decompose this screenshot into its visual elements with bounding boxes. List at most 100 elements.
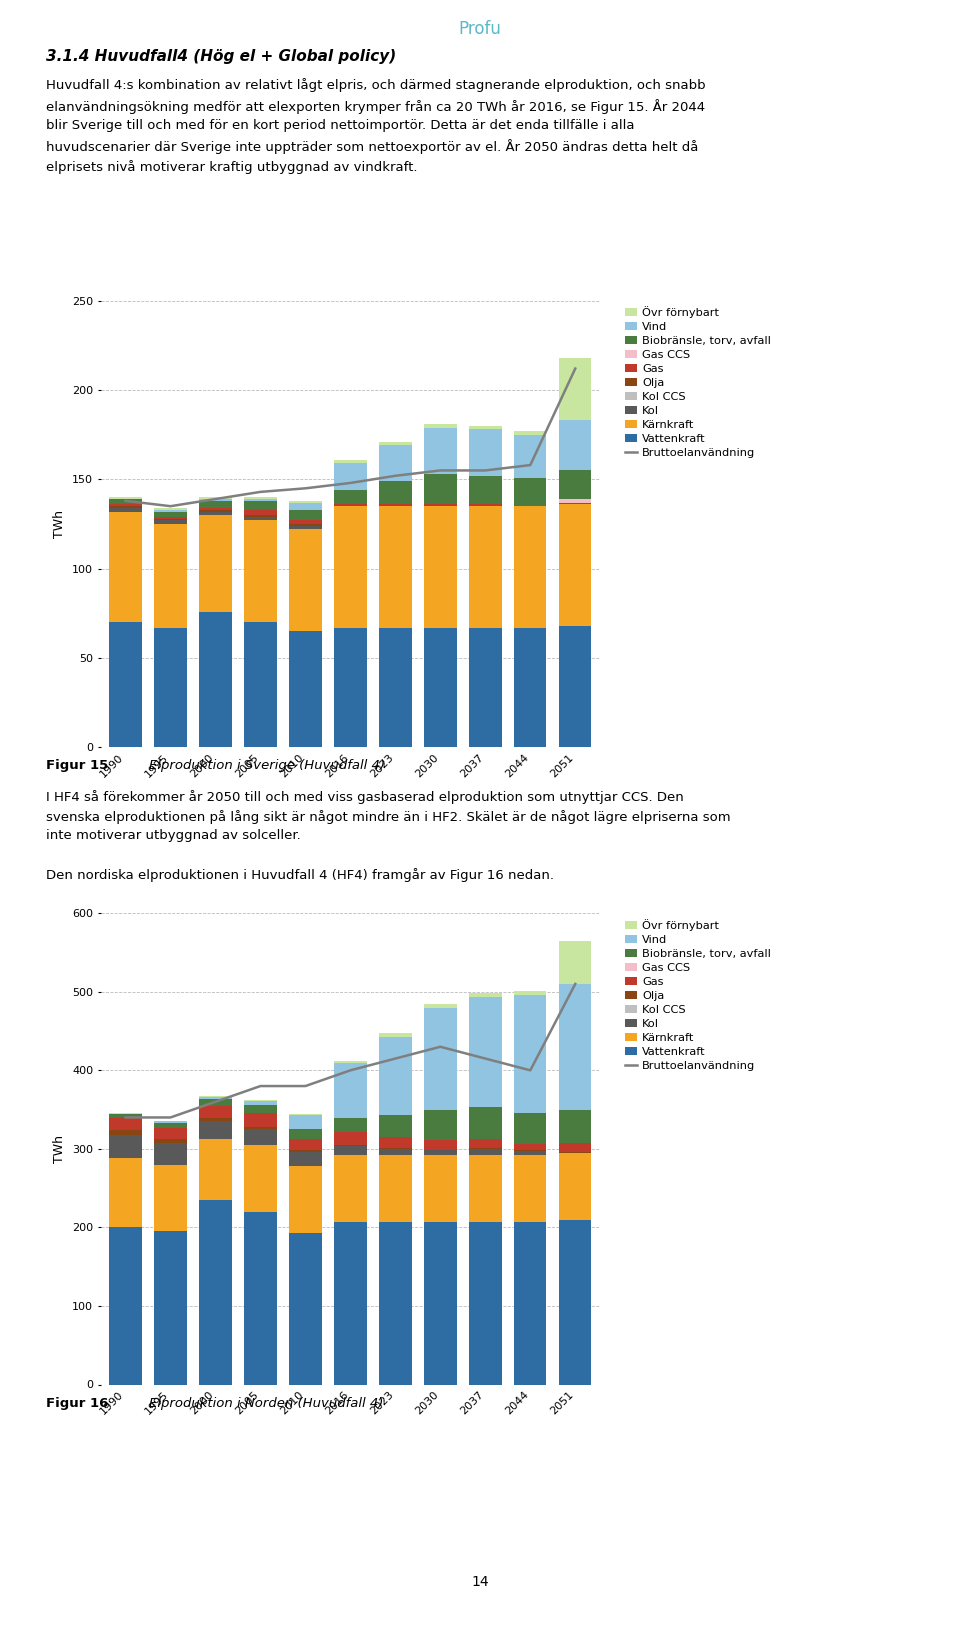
Bar	[289, 530, 322, 630]
Bar	[334, 460, 367, 463]
Bar	[334, 507, 367, 627]
Bar	[155, 1128, 186, 1139]
Bar	[559, 941, 591, 983]
Bar	[244, 622, 276, 748]
Bar	[155, 627, 186, 748]
Bar	[200, 1199, 231, 1384]
Bar	[424, 1222, 457, 1384]
Bar	[244, 499, 276, 500]
Bar	[200, 500, 231, 509]
Text: 3.1.4 Huvudfall4 (Hög el + Global policy): 3.1.4 Huvudfall4 (Hög el + Global policy…	[46, 49, 396, 63]
Bar	[200, 512, 231, 515]
Bar	[424, 1155, 457, 1222]
Bar	[379, 445, 412, 481]
Bar	[559, 1152, 591, 1219]
Bar	[559, 471, 591, 499]
Bar	[200, 1105, 231, 1118]
Bar	[155, 520, 186, 523]
Bar	[379, 442, 412, 445]
Bar	[109, 1118, 142, 1129]
Bar	[515, 434, 546, 478]
Bar	[515, 1155, 546, 1222]
Bar	[515, 1113, 546, 1144]
Bar	[200, 1097, 231, 1100]
Bar	[155, 517, 186, 518]
Bar	[109, 622, 142, 748]
Bar	[289, 630, 322, 748]
Bar	[469, 507, 501, 627]
Bar	[289, 1152, 322, 1167]
Bar	[424, 1150, 457, 1155]
Bar	[515, 991, 546, 994]
Bar	[244, 510, 276, 515]
Text: Profu: Profu	[459, 20, 501, 37]
Bar	[200, 1121, 231, 1139]
Bar	[200, 1100, 231, 1105]
Bar	[334, 463, 367, 491]
Bar	[109, 504, 142, 507]
Bar	[379, 1037, 412, 1115]
Bar	[244, 1212, 276, 1384]
Bar	[379, 507, 412, 627]
Text: Figur 15: Figur 15	[46, 759, 108, 772]
Bar	[424, 504, 457, 507]
Bar	[289, 1115, 322, 1129]
Bar	[379, 1222, 412, 1384]
Bar	[515, 1150, 546, 1155]
Bar	[424, 1141, 457, 1149]
Bar	[469, 426, 501, 429]
Bar	[244, 520, 276, 622]
Bar	[469, 1155, 501, 1222]
Bar	[334, 1146, 367, 1155]
Bar	[515, 1144, 546, 1150]
Y-axis label: TWh: TWh	[54, 510, 66, 538]
Bar	[289, 500, 322, 502]
Bar	[289, 520, 322, 523]
Bar	[200, 509, 231, 510]
Bar	[244, 515, 276, 517]
Bar	[334, 1155, 367, 1222]
Bar	[424, 1008, 457, 1110]
Bar	[155, 512, 186, 517]
Bar	[334, 1133, 367, 1146]
Bar	[244, 517, 276, 520]
Bar	[289, 1167, 322, 1233]
Bar	[559, 421, 591, 471]
Bar	[515, 627, 546, 748]
Bar	[424, 1004, 457, 1008]
Bar	[289, 523, 322, 526]
Text: Den nordiska elproduktionen i Huvudfall 4 (HF4) framgår av Figur 16 nedan.: Den nordiska elproduktionen i Huvudfall …	[46, 868, 554, 882]
Text: Huvudfall 4:s kombination av relativt lågt elpris, och därmed stagnerande elprod: Huvudfall 4:s kombination av relativt lå…	[46, 78, 706, 174]
Text: 14: 14	[471, 1575, 489, 1589]
Bar	[515, 1222, 546, 1384]
Bar	[200, 1118, 231, 1121]
Bar	[559, 499, 591, 502]
Bar	[244, 497, 276, 499]
Bar	[334, 491, 367, 504]
Bar	[109, 509, 142, 512]
Bar	[559, 504, 591, 626]
Bar	[515, 431, 546, 434]
Bar	[469, 993, 501, 998]
Bar	[155, 1139, 186, 1142]
Bar	[334, 1061, 367, 1063]
Bar	[424, 507, 457, 627]
Bar	[559, 985, 591, 1110]
Y-axis label: TWh: TWh	[54, 1134, 66, 1164]
Bar	[200, 611, 231, 748]
Bar	[200, 515, 231, 611]
Bar	[515, 478, 546, 507]
Bar	[109, 512, 142, 622]
Bar	[244, 1129, 276, 1146]
Bar	[155, 510, 186, 512]
Bar	[379, 1034, 412, 1037]
Bar	[155, 1165, 186, 1232]
Bar	[109, 1159, 142, 1227]
Text: Elproduktion i Norden (Huvudfall 4): Elproduktion i Norden (Huvudfall 4)	[149, 1398, 383, 1410]
Bar	[334, 1063, 367, 1118]
Bar	[559, 1110, 591, 1142]
Legend: Övr förnybart, Vind, Biobränsle, torv, avfall, Gas CCS, Gas, Olja, Kol CCS, Kol,: Övr förnybart, Vind, Biobränsle, torv, a…	[621, 302, 776, 463]
Legend: Övr förnybart, Vind, Biobränsle, torv, avfall, Gas CCS, Gas, Olja, Kol CCS, Kol,: Övr förnybart, Vind, Biobränsle, torv, a…	[621, 915, 776, 1076]
Bar	[469, 1149, 501, 1155]
Bar	[109, 1129, 142, 1134]
